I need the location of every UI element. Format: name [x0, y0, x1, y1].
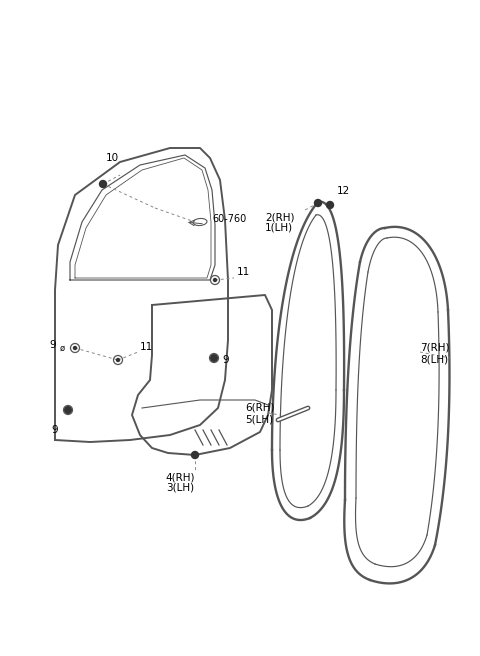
Circle shape [73, 346, 76, 350]
Circle shape [64, 407, 72, 413]
Circle shape [192, 451, 199, 459]
Text: 6(RH): 6(RH) [245, 403, 275, 413]
Text: ø: ø [60, 344, 65, 352]
Text: 60-760: 60-760 [212, 214, 246, 224]
Circle shape [211, 354, 217, 361]
Text: 7(RH): 7(RH) [420, 343, 449, 353]
Circle shape [214, 279, 216, 281]
Text: 10: 10 [106, 153, 119, 163]
Text: 5(LH): 5(LH) [245, 415, 273, 425]
Text: 8(LH): 8(LH) [420, 355, 448, 365]
Circle shape [99, 180, 107, 188]
Text: 12: 12 [337, 186, 350, 196]
Text: 9: 9 [222, 355, 228, 365]
Text: 1(LH): 1(LH) [265, 223, 293, 233]
Text: 11: 11 [140, 342, 153, 352]
Text: 9: 9 [52, 425, 58, 435]
Circle shape [326, 201, 334, 209]
Text: 2(RH): 2(RH) [265, 212, 295, 222]
Circle shape [67, 409, 70, 411]
Circle shape [213, 356, 216, 359]
Text: 4(RH): 4(RH) [165, 472, 195, 482]
Circle shape [314, 199, 322, 207]
Text: 9: 9 [49, 340, 56, 350]
Circle shape [117, 358, 120, 361]
Text: 11: 11 [237, 267, 250, 277]
Text: 3(LH): 3(LH) [166, 483, 194, 493]
